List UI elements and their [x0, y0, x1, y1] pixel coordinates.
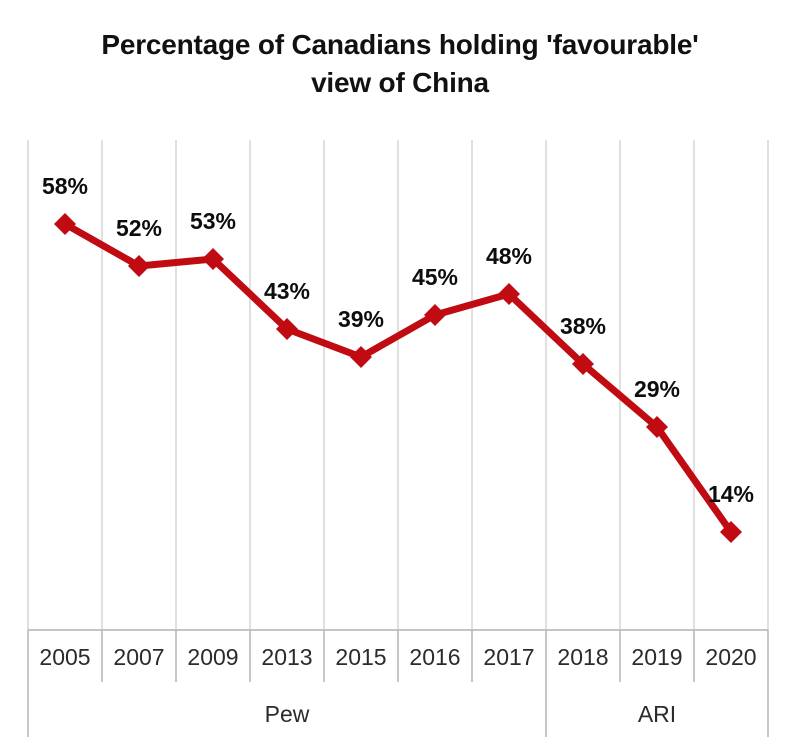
- x-tick-label: 2020: [705, 644, 756, 670]
- data-label: 43%: [264, 278, 310, 304]
- data-label: 14%: [708, 481, 754, 507]
- data-point-marker: [572, 353, 594, 375]
- x-tick-label: 2007: [113, 644, 164, 670]
- data-point-marker: [720, 521, 742, 543]
- data-line: [61, 220, 735, 536]
- data-label: 52%: [116, 215, 162, 241]
- data-point-marker: [128, 255, 150, 277]
- x-tick-label: 2017: [483, 644, 534, 670]
- x-tick-label: 2015: [335, 644, 386, 670]
- chart-title-line-1: Percentage of Canadians holding 'favoura…: [101, 29, 699, 60]
- data-label: 45%: [412, 264, 458, 290]
- data-point-marker: [646, 416, 668, 438]
- x-tick-label: 2005: [39, 644, 90, 670]
- chart-title: Percentage of Canadians holding 'favoura…: [0, 26, 800, 101]
- data-label: 53%: [190, 208, 236, 234]
- x-tick-label: 2016: [409, 644, 460, 670]
- x-tick-label: 2013: [261, 644, 312, 670]
- chart-title-line-2: view of China: [311, 66, 489, 98]
- data-label: 48%: [486, 243, 532, 269]
- data-point-marker: [498, 283, 520, 305]
- x-group-label: Pew: [265, 701, 310, 727]
- x-tick-label: 2009: [187, 644, 238, 670]
- x-tick-label: 2018: [557, 644, 608, 670]
- data-label: 39%: [338, 306, 384, 332]
- data-point-marker: [202, 248, 224, 270]
- x-group-label: ARI: [638, 701, 676, 727]
- data-label: 29%: [634, 376, 680, 402]
- data-point-marker: [424, 304, 446, 326]
- data-label: 38%: [560, 313, 606, 339]
- data-label: 58%: [42, 173, 88, 199]
- data-point-marker: [350, 346, 372, 368]
- x-tick-label: 2019: [631, 644, 682, 670]
- data-point-marker: [54, 213, 76, 235]
- data-point-marker: [276, 318, 298, 340]
